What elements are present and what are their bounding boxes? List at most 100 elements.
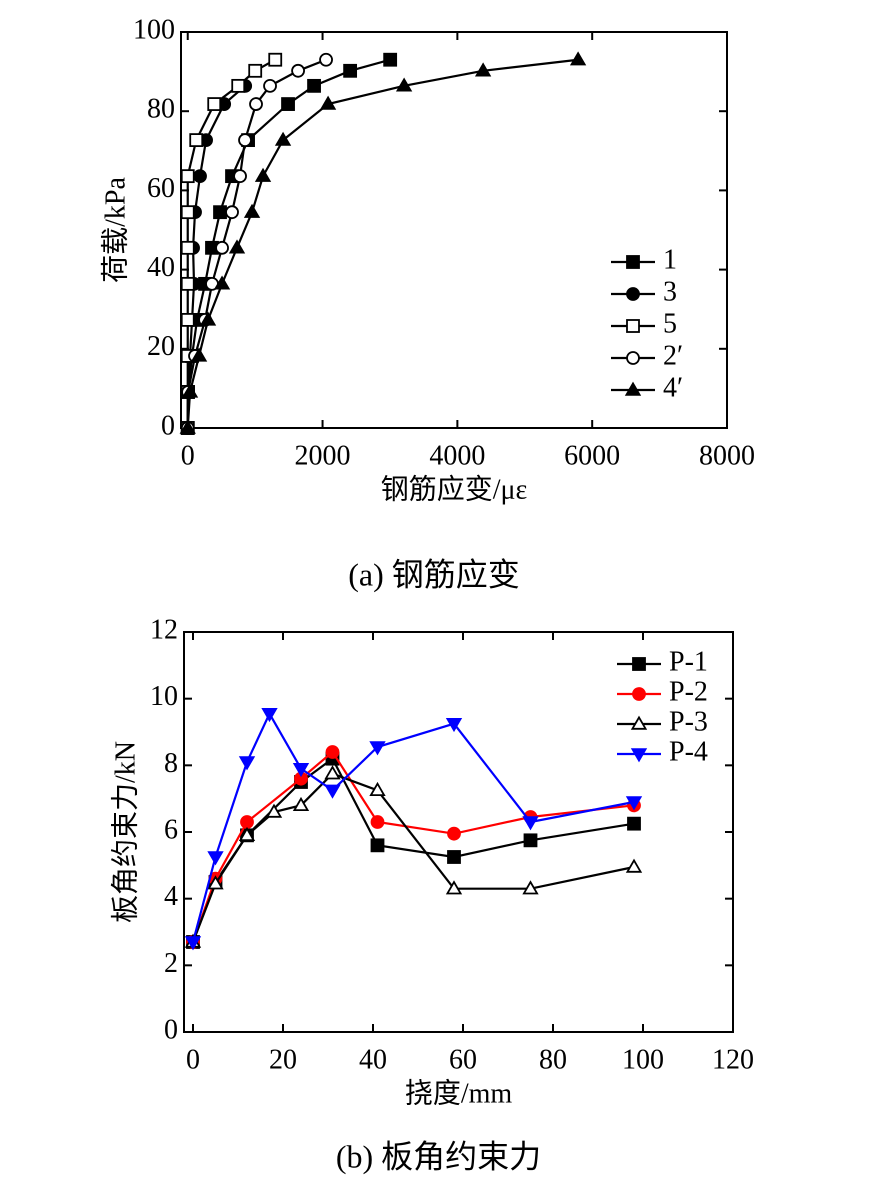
data-point (307, 78, 321, 93)
legend-label: 2′ (663, 340, 683, 371)
x-tick-label: 80 (539, 1044, 567, 1075)
data-point (180, 169, 195, 184)
data-point (343, 63, 358, 78)
data-point (370, 838, 385, 853)
legend-label: 4′ (663, 372, 683, 403)
y-tick-label: 80 (147, 94, 175, 125)
legend-label: P-1 (669, 646, 708, 677)
data-point (627, 816, 641, 831)
legend-marker (630, 715, 648, 730)
data-point (291, 63, 305, 78)
data-point (292, 762, 310, 778)
data-point (447, 826, 461, 841)
y-tick-label: 10 (150, 681, 178, 712)
y-tick-label: 0 (164, 1014, 178, 1045)
y-tick-label: 20 (147, 331, 175, 362)
data-point (184, 936, 202, 951)
y-tick-label: 8 (164, 748, 178, 779)
data-point (261, 707, 278, 723)
series-line (191, 757, 635, 943)
data-point (325, 745, 340, 759)
data-point (625, 858, 643, 873)
data-point (240, 815, 254, 829)
x-axis-label: 挠度/mm (405, 1077, 513, 1109)
data-point (522, 816, 539, 831)
x-tick-label: 100 (622, 1044, 664, 1075)
legend-marker (624, 381, 642, 396)
data-point (324, 784, 341, 799)
data-point (249, 97, 263, 111)
data-point (231, 78, 246, 93)
y-tick-label: 60 (147, 173, 175, 204)
y-axis-label: 荷载/kPa (99, 177, 131, 283)
x-tick-label: 2000 (295, 440, 351, 471)
data-point (625, 796, 643, 811)
y-tick-label: 4 (164, 881, 178, 912)
chart-title: (b) 板角约束力 (336, 1138, 541, 1174)
data-point (238, 133, 252, 148)
legend-marker (626, 351, 640, 365)
data-point (228, 239, 246, 254)
data-point (263, 78, 277, 93)
legend-label: 5 (663, 308, 677, 339)
legend-marker (632, 687, 646, 701)
series-line (186, 58, 276, 428)
data-point (281, 97, 295, 111)
y-tick-label: 40 (147, 252, 175, 283)
x-tick-label: 40 (359, 1044, 387, 1075)
data-point (189, 133, 204, 148)
y-tick-label: 12 (150, 614, 178, 645)
data-point (268, 52, 283, 67)
data-point (369, 781, 386, 797)
legend-label: P-3 (669, 706, 708, 737)
data-point (445, 717, 463, 733)
series-line (186, 58, 579, 429)
y-tick-label: 100 (133, 14, 175, 45)
data-point (243, 203, 261, 218)
data-point (180, 276, 195, 291)
x-tick-label: 0 (181, 440, 195, 471)
data-point (199, 311, 217, 326)
x-tick-label: 60 (449, 1044, 477, 1075)
legend-label: P-4 (669, 736, 708, 767)
series-line (191, 750, 635, 943)
legend-label: 3 (663, 276, 677, 307)
data-point (248, 63, 263, 78)
data-point (569, 51, 587, 66)
legend-marker (630, 748, 648, 763)
x-tick-label: 0 (186, 1044, 200, 1075)
data-point (265, 803, 283, 818)
legend-marker (632, 657, 646, 671)
data-point (193, 169, 207, 184)
legend-marker (626, 319, 640, 333)
data-point (190, 347, 208, 362)
data-point (445, 880, 463, 895)
data-point (254, 167, 272, 182)
y-axis-label: 板角约束力/kN (109, 741, 141, 923)
data-point (180, 240, 195, 255)
data-point (292, 796, 310, 812)
data-point (207, 875, 224, 890)
data-point (395, 77, 413, 92)
data-point (213, 205, 227, 220)
plot-frame (180, 31, 728, 429)
y-tick-label: 2 (164, 948, 178, 979)
data-point (447, 850, 461, 864)
chart-title: (a) 钢筋应变 (348, 556, 520, 592)
y-tick-label: 0 (161, 410, 175, 441)
data-point (369, 741, 386, 756)
data-point (180, 312, 195, 327)
legend-label: 1 (663, 244, 677, 275)
data-point (319, 52, 333, 67)
series-line (191, 772, 635, 943)
data-point (274, 131, 292, 146)
data-point (383, 52, 398, 67)
data-point (181, 383, 199, 398)
series-line (191, 711, 635, 943)
x-axis-label: 钢筋应变/με (381, 473, 528, 505)
legend-label: P-2 (669, 676, 708, 707)
data-point (213, 275, 231, 290)
legend-marker (626, 287, 640, 301)
data-point (207, 97, 222, 111)
